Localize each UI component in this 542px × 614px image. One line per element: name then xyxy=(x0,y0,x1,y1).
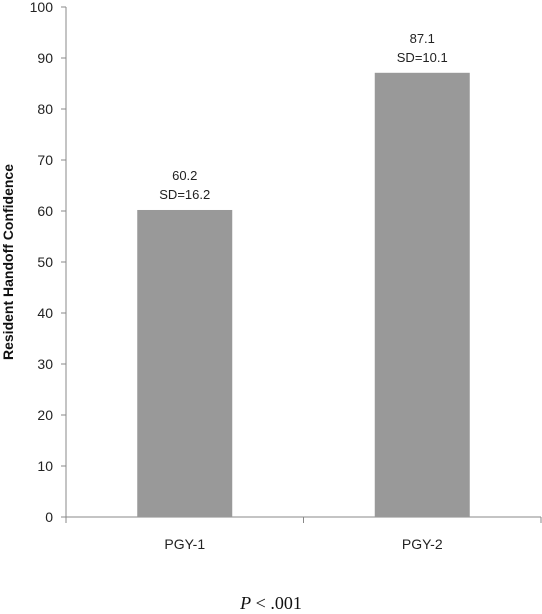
y-tick-label: 30 xyxy=(37,356,53,372)
y-tick-label: 70 xyxy=(37,152,53,168)
bars xyxy=(137,72,470,518)
y-tick-label: 100 xyxy=(30,0,54,15)
y-tick-label: 20 xyxy=(37,407,53,423)
y-tick-label: 90 xyxy=(37,50,53,66)
p-symbol: P xyxy=(240,593,252,613)
y-tick-label: 0 xyxy=(45,509,53,525)
x-category-label: PGY-2 xyxy=(402,536,443,552)
x-category-label: PGY-1 xyxy=(164,536,205,552)
data-label-sd: SD=16.2 xyxy=(159,187,210,202)
y-axis-ticks: 0 10 20 30 40 50 60 70 80 90 100 xyxy=(30,0,66,525)
bar xyxy=(374,72,470,517)
y-tick-label: 40 xyxy=(37,305,53,321)
data-label-value: 87.1 xyxy=(410,31,435,46)
data-label-value: 60.2 xyxy=(172,168,197,183)
y-tick-label: 60 xyxy=(37,203,53,219)
data-label-sd: SD=10.1 xyxy=(397,50,448,65)
y-tick-label: 10 xyxy=(37,458,53,474)
y-tick-label: 80 xyxy=(37,101,53,117)
p-value-text: < .001 xyxy=(251,593,302,613)
y-tick-label: 50 xyxy=(37,254,53,270)
data-labels: 60.2 SD=16.2 87.1 SD=10.1 xyxy=(159,31,447,202)
y-axis-title: Resident Handoff Confidence xyxy=(0,164,16,360)
p-value-note: P < .001 xyxy=(0,593,542,614)
x-axis-categories: PGY-1 PGY-2 xyxy=(164,536,442,552)
bar xyxy=(137,209,233,518)
